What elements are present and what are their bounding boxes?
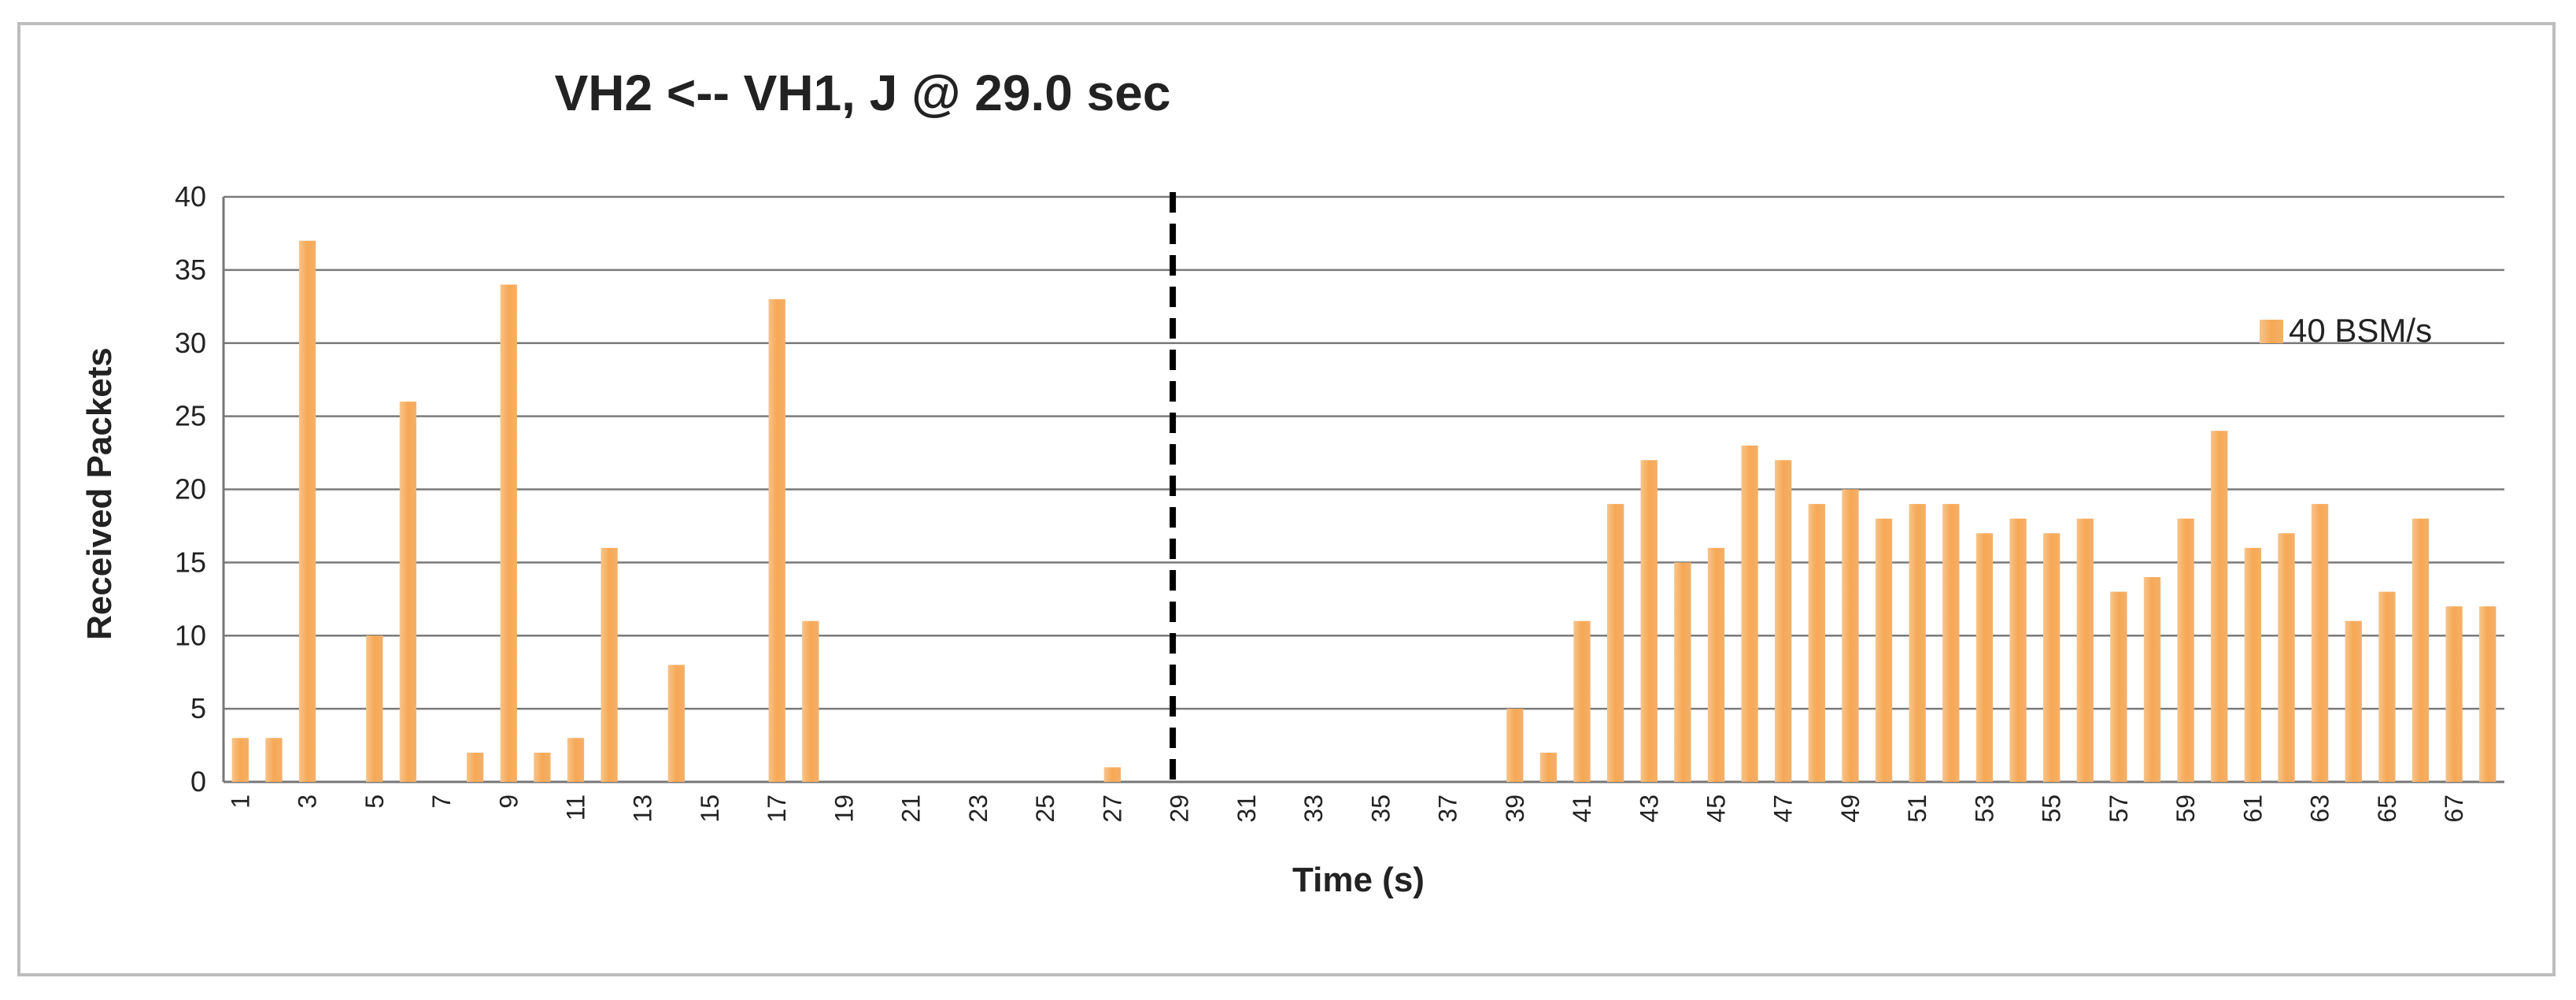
bar-t48 [1808,504,1825,782]
bar-t58 [2143,576,2161,782]
bar-t53 [1975,533,1994,782]
y-tick-label: 5 [190,692,206,724]
bar-t46 [1741,445,1758,782]
x-tick-label: 45 [1702,794,1730,823]
bar-t60 [2211,431,2228,782]
x-tick-label: 51 [1903,794,1931,823]
y-tick-label: 20 [175,473,206,506]
x-tick-label: 39 [1501,794,1529,823]
y-tick-label: 15 [175,546,206,578]
bar-t42 [1606,504,1624,782]
bar-t56 [2076,518,2094,782]
x-tick-label: 57 [2105,794,2133,823]
x-tick-label: 13 [629,794,657,823]
bar-t41 [1573,620,1591,782]
bar-t66 [2412,518,2430,782]
bar-t54 [2009,518,2027,782]
legend-label: 40 BSM/s [2289,312,2432,349]
x-tick-label: 47 [1769,794,1798,823]
bar-t39 [1506,709,1524,782]
x-tick-label: 29 [1166,794,1194,823]
x-tick-label: 23 [964,794,992,823]
bar-chart: VH2 <-- VH1, J @ 29.0 sec Received Packe… [80,65,2504,899]
bars [231,240,2497,783]
x-tick-label: 37 [1434,794,1462,823]
bar-t57 [2110,591,2127,782]
bar-t49 [1842,489,1859,782]
x-tick-label: 19 [830,794,858,823]
bar-t51 [1909,504,1926,782]
bar-t43 [1640,460,1658,782]
bar-t10 [534,752,551,782]
y-tick-label: 25 [175,400,206,432]
x-tick-label: 15 [696,794,724,823]
bar-t47 [1775,460,1792,782]
x-tick-label: 5 [360,794,389,809]
bar-t17 [768,299,785,782]
x-tick-label: 67 [2440,794,2468,823]
gridlines [222,195,2504,783]
bar-t52 [1942,504,1960,782]
bar-t40 [1539,752,1558,782]
x-axis-label: Time (s) [1292,861,1425,899]
y-tick-label: 35 [175,254,206,286]
x-tick-label: 11 [561,794,589,820]
bar-t65 [2378,591,2396,782]
x-tick-label: 41 [1568,794,1596,823]
bar-t44 [1674,562,1691,782]
y-tick-label: 10 [175,619,206,651]
x-tick-label: 53 [1970,794,1998,823]
x-tick-label: 55 [2038,794,2066,823]
bar-t61 [2244,547,2262,782]
bar-t62 [2278,533,2295,782]
x-tick-label: 63 [2306,794,2334,823]
x-tick-label: 17 [763,794,791,823]
chart-frame: VH2 <-- VH1, J @ 29.0 sec Received Packe… [17,22,2556,976]
bar-t64 [2345,620,2362,782]
x-tick-label: 61 [2238,794,2267,823]
y-tick-label: 30 [175,327,206,359]
bar-t50 [1875,518,1893,782]
legend: 40 BSM/s [2260,312,2432,349]
x-tick-label: 21 [897,794,926,823]
bar-t27 [1103,767,1122,782]
bar-t3 [298,240,316,783]
y-axis-label: Received Packets [80,347,119,640]
bar-t18 [802,620,819,782]
x-tick-label: 1 [226,794,254,809]
x-tick-labels: 1 3 5 7 9 11 13 15 17 19 21 23 25 27 29 31 33 35 37 39 41 43 4… [226,794,2468,823]
bar-t8 [466,752,484,782]
bar-t55 [2043,533,2060,782]
x-tick-label: 31 [1233,794,1261,823]
x-tick-label: 25 [1031,794,1059,823]
legend-swatch [2260,320,2283,343]
x-tick-label: 49 [1836,794,1865,823]
bar-t1 [231,738,249,782]
x-tick-label: 7 [427,794,456,809]
bar-t14 [667,665,685,782]
chart-title: VH2 <-- VH1, J @ 29.0 sec [555,65,1171,121]
x-tick-label: 35 [1366,794,1395,823]
x-tick-label: 9 [494,794,523,809]
x-tick-label: 3 [294,794,322,809]
x-tick-label: 43 [1635,794,1663,823]
bar-t2 [265,738,283,782]
bar-t12 [601,547,618,782]
bar-t5 [366,635,383,782]
x-tick-label: 65 [2373,794,2401,823]
bar-t6 [399,402,417,782]
bar-t11 [567,738,585,782]
bar-t59 [2177,518,2194,782]
bar-t9 [500,284,517,782]
y-tick-label: 0 [190,765,206,798]
y-tick-labels: 0 5 10 15 20 25 30 35 40 [175,180,206,798]
bar-t63 [2311,504,2329,782]
x-tick-label: 33 [1299,794,1328,823]
bar-t67 [2445,606,2463,782]
x-tick-label: 27 [1098,794,1126,823]
bar-t45 [1707,547,1725,782]
y-tick-label: 40 [175,180,206,213]
bar-t68 [2479,606,2497,782]
x-tick-label: 59 [2171,794,2200,823]
